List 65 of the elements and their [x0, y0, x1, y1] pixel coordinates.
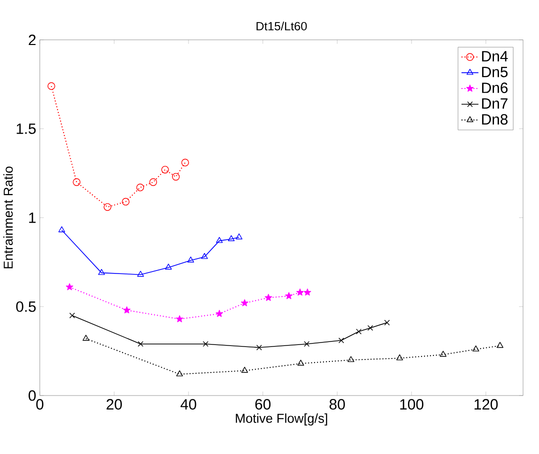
y-axis-title: Entrainment Ratio: [3, 166, 13, 268]
y-tick-label: 0: [28, 390, 36, 401]
point: [356, 328, 362, 334]
point: [296, 288, 304, 296]
point: [48, 82, 56, 90]
point: [216, 236, 223, 243]
point: [367, 325, 374, 331]
point: [82, 334, 90, 341]
point: [285, 292, 293, 299]
point: [104, 203, 112, 211]
point: [440, 350, 446, 357]
point: [304, 288, 312, 296]
point: [176, 315, 184, 322]
point: [202, 341, 208, 347]
x-tick-label: 0: [36, 398, 44, 410]
point: [136, 183, 144, 192]
point: [187, 256, 194, 262]
legend-label: Dn8: [482, 114, 508, 124]
point: [496, 342, 504, 348]
point: [122, 198, 130, 206]
legend-label: Dn7: [482, 98, 508, 108]
point: [384, 320, 390, 326]
y-tick-label: 2: [28, 34, 36, 45]
point: [348, 356, 354, 362]
point: [72, 178, 80, 186]
point: [240, 299, 248, 306]
point: [304, 341, 310, 347]
x-tick-label: 100: [400, 398, 424, 410]
chart-title: Dt15/Lt60: [256, 21, 307, 30]
y-tick-label: 0.5: [16, 301, 36, 312]
point: [98, 268, 105, 275]
point: [338, 337, 344, 344]
point: [149, 178, 158, 186]
point: [123, 306, 130, 314]
point: [256, 344, 262, 350]
point: [176, 370, 183, 376]
point: [241, 366, 248, 373]
legend-label: Dn4: [482, 50, 508, 62]
y-tick-label: 1.5: [16, 123, 36, 134]
point: [66, 283, 74, 290]
x-tick-label: 40: [180, 398, 196, 410]
point: [161, 166, 169, 174]
legend-label: Dn5: [482, 66, 508, 78]
point: [138, 341, 144, 347]
point: [58, 226, 66, 232]
point: [69, 312, 75, 318]
point: [181, 158, 189, 166]
point: [472, 345, 480, 352]
point: [236, 233, 242, 240]
point: [201, 252, 208, 259]
point: [216, 310, 224, 317]
point: [297, 360, 304, 366]
x-tick-label: 80: [330, 398, 345, 410]
y-tick-label: 1: [29, 212, 36, 223]
x-tick-label: 120: [474, 398, 498, 410]
point: [396, 354, 404, 360]
point: [165, 264, 172, 270]
point: [137, 270, 144, 277]
legend-label: Dn6: [482, 82, 508, 93]
x-axis-title: Motive Flow[g/s]: [236, 413, 328, 426]
x-tick-label: 20: [106, 398, 122, 410]
point: [228, 235, 235, 241]
x-tick-label: 60: [255, 398, 271, 410]
point: [264, 294, 272, 301]
point: [172, 172, 180, 180]
